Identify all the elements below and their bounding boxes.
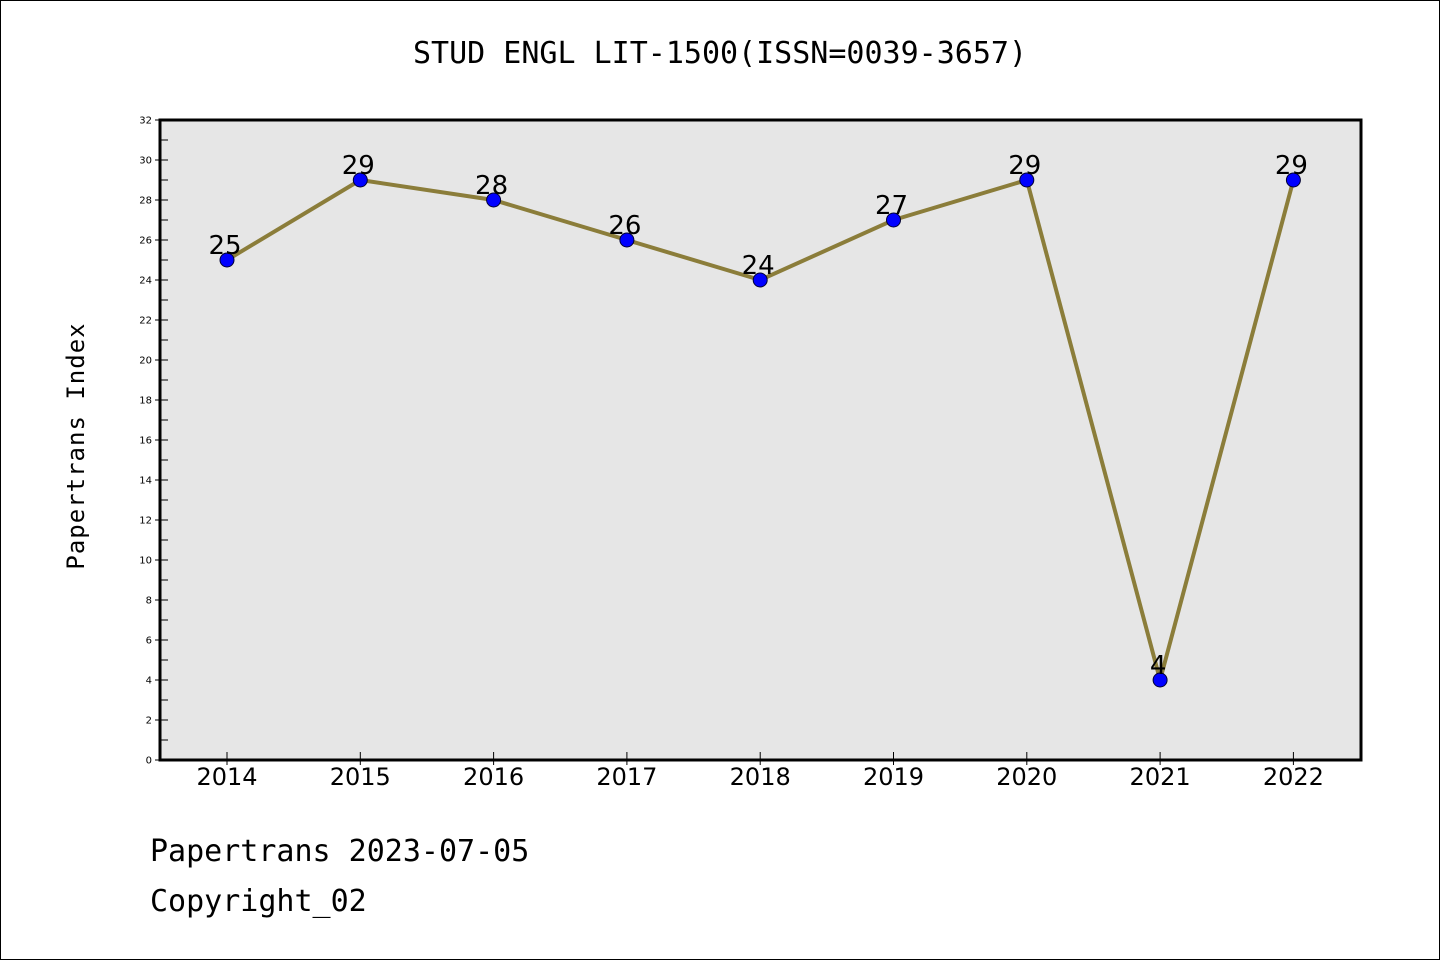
x-tick-label: 2017	[596, 763, 657, 791]
y-tick-label: 8	[146, 596, 152, 607]
y-tick-label: 10	[139, 556, 152, 567]
y-tick-label: 22	[139, 316, 152, 327]
data-label: 26	[608, 211, 641, 241]
data-label: 29	[1008, 151, 1041, 181]
x-tick-label: 2018	[730, 763, 791, 791]
data-point	[886, 212, 901, 228]
y-tick-label: 26	[139, 236, 152, 247]
data-point	[619, 232, 635, 248]
y-tick-label: 2	[146, 716, 152, 727]
y-tick-label: 18	[139, 396, 152, 407]
data-label: 28	[475, 171, 508, 201]
data-point	[1152, 672, 1168, 688]
y-tick-label: 6	[146, 636, 152, 647]
data-label: 27	[875, 191, 908, 221]
data-label: 29	[342, 151, 375, 181]
data-point	[752, 272, 768, 288]
footer-copyright: Copyright_02	[150, 884, 367, 919]
x-tick-label: 2014	[196, 763, 257, 791]
y-tick-label: 32	[139, 116, 152, 127]
y-tick-label: 16	[139, 436, 152, 447]
data-label: 24	[742, 251, 775, 281]
y-tick-label: 24	[139, 276, 152, 287]
y-tick-label: 28	[139, 196, 152, 207]
plot-border	[158, 118, 1363, 762]
x-tick-label: 2019	[863, 763, 924, 791]
x-tick-label: 2022	[1263, 763, 1324, 791]
data-label: 25	[208, 231, 241, 261]
y-tick-label: 12	[139, 516, 152, 527]
footer-source-date: Papertrans 2023-07-05	[150, 834, 530, 869]
data-label: 29	[1275, 151, 1308, 181]
y-tick-label: 0	[146, 756, 152, 767]
x-tick-label: 2016	[463, 763, 524, 791]
series-layer: 25 29 28 26 24 27 29 4 29	[208, 151, 1308, 688]
x-axis-ticks: 2014 2015 2016 2017 2018 2019 2020 2021 2022	[196, 752, 1324, 791]
x-tick-label: 2021	[1130, 763, 1191, 791]
y-tick-label: 20	[139, 356, 152, 367]
plot-area	[160, 120, 1361, 760]
y-tick-label: 30	[139, 156, 152, 167]
x-tick-label: 2015	[330, 763, 391, 791]
data-point	[486, 192, 502, 208]
data-point	[1019, 172, 1035, 188]
x-tick-label: 2020	[996, 763, 1057, 791]
chart-title: STUD ENGL LIT-1500(ISSN=0039-3657)	[412, 36, 1028, 71]
y-tick-label: 14	[139, 476, 152, 487]
data-point	[1285, 172, 1301, 188]
data-point	[219, 252, 235, 268]
data-point	[352, 172, 368, 188]
y-tick-label: 4	[146, 676, 152, 687]
data-label: 4	[1150, 651, 1167, 681]
